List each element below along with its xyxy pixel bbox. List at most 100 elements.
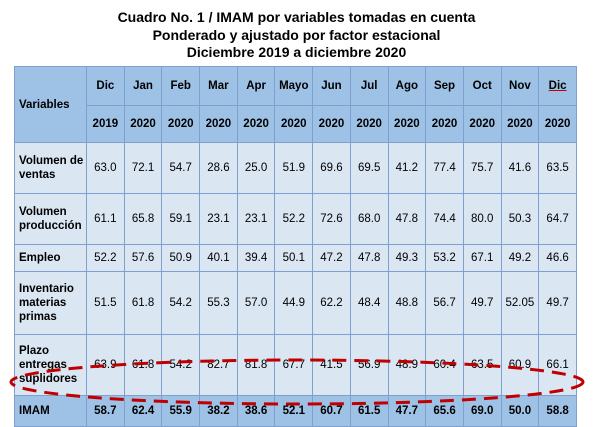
table-cell: 49.7 [538,271,577,335]
month-header: Jun [312,66,351,106]
month-header: Dic [538,66,577,106]
total-cell: 65.6 [425,395,464,427]
month-header: Oct [462,66,502,106]
table-cell: 53.2 [425,244,464,272]
table-cell: 67.1 [462,244,502,272]
table-cell: 65.8 [123,193,163,245]
imam-table: Variables Dic Jan Feb Mar Apr Mayo Jun J… [14,66,577,427]
table-cell: 55.3 [199,271,238,335]
table-cell: 23.1 [199,193,238,245]
year-header: 2020 [274,105,314,143]
row-label-line: Plazo [19,345,50,357]
total-cell: 50.0 [500,395,540,427]
total-label: IMAM [14,395,87,427]
year-header: 2020 [387,105,427,143]
row-label-line: Volumen de [19,155,84,167]
total-cell: 58.8 [538,395,577,427]
title-line-2: Ponderado y ajustado por factor estacion… [152,27,441,43]
table-cell: 49.3 [387,244,427,272]
total-cell: 58.7 [86,395,125,427]
table-cell: 64.7 [538,193,577,245]
table-row: Inventario materias primas 51.5 61.8 54.2 … [14,271,577,335]
month-header: Jul [349,66,389,106]
table-cell: 25.0 [236,142,276,194]
row-label: Empleo [14,244,87,272]
table-cell: 56.7 [425,271,464,335]
table-cell: 61.1 [86,193,125,245]
table-cell: 80.0 [462,193,502,245]
row-label: Volumen de ventas [14,142,87,194]
table-cell: 74.4 [425,193,464,245]
table-cell: 56.9 [349,334,389,396]
table-cell: 51.5 [86,271,125,335]
year-header: 2019 [86,105,125,143]
table-cell: 47.8 [349,244,389,272]
table-cell: 41.6 [500,142,540,194]
table-cell: 49.2 [500,244,540,272]
table-cell: 39.4 [236,244,276,272]
row-label: Volumen producción [14,193,87,245]
year-header: 2020 [538,105,577,143]
table-cell: 59.1 [161,193,201,245]
table-cell: 68.0 [349,193,389,245]
table-row: Empleo 52.2 57.6 50.9 40.1 39.4 50.1 47.… [14,244,577,272]
imam-total-row: IMAM 58.7 62.4 55.9 38.2 38.6 52.1 60.7 … [14,395,577,427]
table-cell: 60.9 [500,334,540,396]
table-cell: 48.8 [387,271,427,335]
month-header: Nov [500,66,540,106]
table-cell: 50.3 [500,193,540,245]
table-cell: 47.2 [312,244,351,272]
table-cell: 51.9 [274,142,314,194]
row-label-line: suplidores [19,373,78,385]
table-cell: 48.4 [349,271,389,335]
table-cell: 49.7 [462,271,502,335]
total-cell: 62.4 [123,395,163,427]
table-cell: 54.2 [161,271,201,335]
row-label: Plazo entregas suplidores [14,334,87,396]
total-cell: 60.7 [312,395,351,427]
month-header: Mar [199,66,238,106]
row-label-line: ventas [19,169,56,181]
year-header: 2020 [123,105,163,143]
title-line-1: Cuadro No. 1 / IMAM por variables tomada… [117,9,476,25]
table-cell: 41.2 [387,142,427,194]
table-cell: 48.9 [387,334,427,396]
month-header: Dic [86,66,125,106]
total-cell: 52.1 [274,395,314,427]
table-cell: 72.6 [312,193,351,245]
table-cell: 28.6 [199,142,238,194]
year-header: 2020 [425,105,464,143]
table-cell: 52.05 [500,271,540,335]
table-cell: 47.8 [387,193,427,245]
row-label-line: producción [19,220,82,232]
table-cell: 63.5 [462,334,502,396]
year-header-row: 2019 2020 2020 2020 2020 2020 2020 2020 … [15,105,577,143]
table-cell: 57.0 [236,271,276,335]
table-cell: 69.5 [349,142,389,194]
total-cell: 47.7 [387,395,427,427]
title-line-3: Diciembre 2019 a diciembre 2020 [186,44,407,60]
month-header: Jan [123,66,163,106]
table-cell: 52.2 [274,193,314,245]
row-label-line: entregas [19,359,67,371]
table-row: Volumen de ventas 63.0 72.1 54.7 28.6 25.… [14,142,577,194]
total-cell: 55.9 [161,395,201,427]
row-label-line: Inventario [19,283,74,295]
row-label-line: Empleo [19,252,61,264]
table-cell: 75.7 [462,142,502,194]
row-label-line: Volumen [19,206,67,218]
table-cell: 50.1 [274,244,314,272]
year-header: 2020 [349,105,389,143]
month-header: Mayo [274,66,314,106]
table-cell: 72.1 [123,142,163,194]
table-cell: 54.7 [161,142,201,194]
table-cell: 60.4 [425,334,464,396]
variables-header: Variables [14,66,87,143]
year-header: 2020 [500,105,540,143]
table-cell: 63.5 [538,142,577,194]
table-cell: 50.9 [161,244,201,272]
table-cell: 44.9 [274,271,314,335]
table-cell: 57.6 [123,244,163,272]
total-cell: 38.2 [199,395,238,427]
year-header: 2020 [462,105,502,143]
